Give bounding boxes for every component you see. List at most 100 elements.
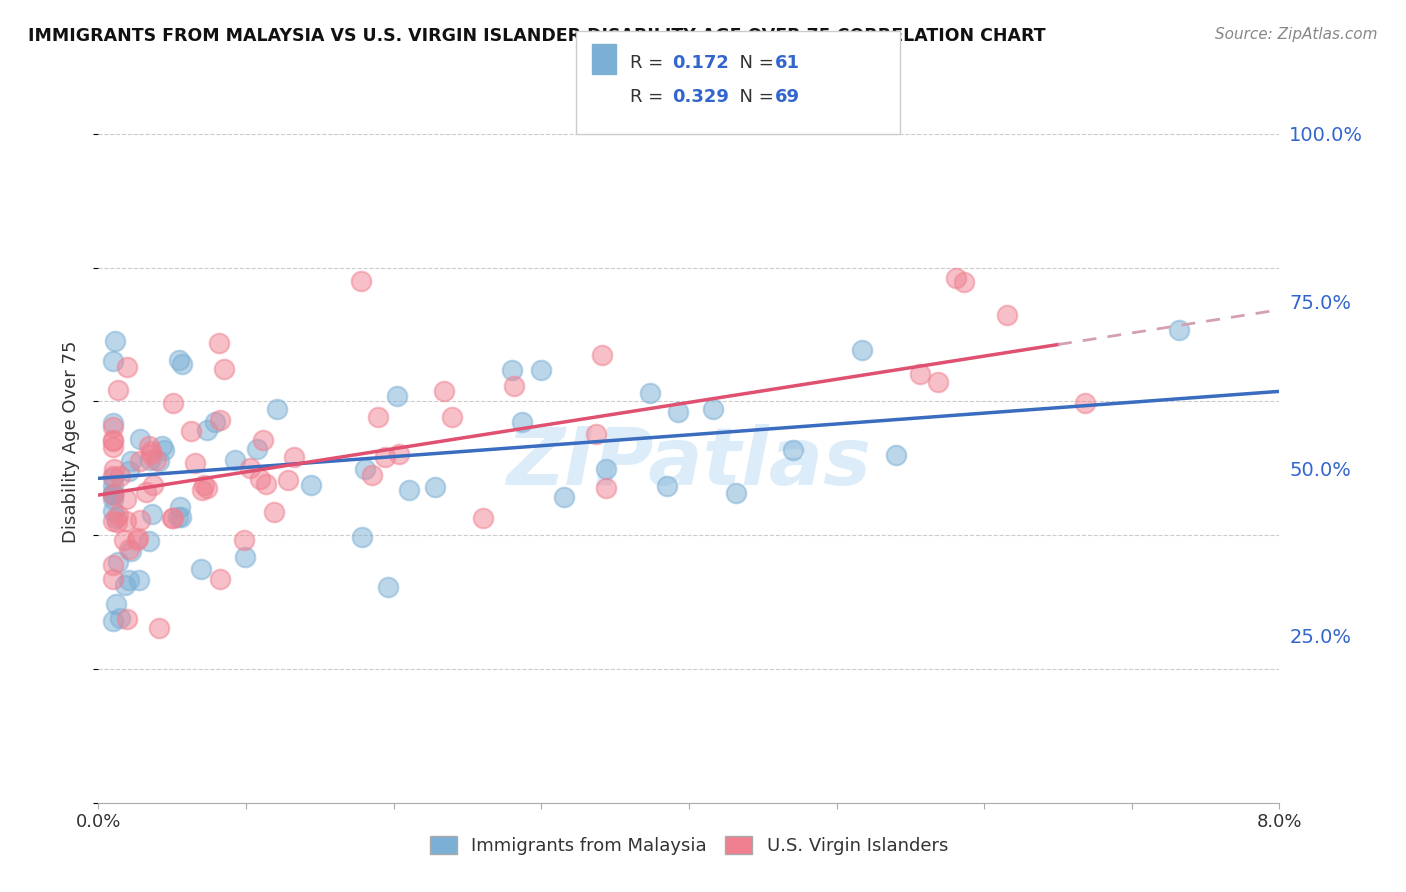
Point xyxy=(1073,396,1095,410)
Text: 0.172: 0.172 xyxy=(672,54,728,72)
Point xyxy=(141,508,163,522)
Point xyxy=(232,533,254,547)
Point xyxy=(115,514,138,528)
Point xyxy=(127,533,149,548)
Y-axis label: Disability Age Over 75: Disability Age Over 75 xyxy=(62,340,80,543)
Point xyxy=(197,423,219,437)
Point xyxy=(204,415,226,429)
Point xyxy=(1167,323,1189,337)
Point xyxy=(180,424,202,438)
Point xyxy=(367,410,389,425)
Point xyxy=(105,515,128,529)
Point xyxy=(433,384,456,399)
Point xyxy=(115,612,138,626)
Point xyxy=(103,416,125,430)
Point xyxy=(377,580,399,594)
Text: R =: R = xyxy=(630,88,669,106)
Text: 0.329: 0.329 xyxy=(672,88,728,106)
Point xyxy=(169,500,191,514)
Point xyxy=(103,434,125,448)
Point xyxy=(277,474,299,488)
Point xyxy=(193,478,215,492)
Point xyxy=(172,357,194,371)
Point xyxy=(208,572,231,586)
Point xyxy=(105,597,128,611)
Point xyxy=(138,439,160,453)
Point xyxy=(103,488,125,502)
Point xyxy=(910,368,932,382)
Point xyxy=(503,378,526,392)
Point xyxy=(103,469,125,483)
Point xyxy=(129,432,152,446)
Point xyxy=(249,472,271,486)
Point xyxy=(782,442,804,457)
Point xyxy=(128,513,150,527)
Point xyxy=(529,363,551,377)
Point xyxy=(153,443,176,458)
Point xyxy=(145,453,167,467)
Point xyxy=(103,487,125,501)
Point xyxy=(595,481,617,495)
Point xyxy=(103,558,125,572)
Point xyxy=(103,440,125,454)
Point xyxy=(103,491,125,506)
Point xyxy=(108,610,131,624)
Point xyxy=(638,385,661,400)
Point xyxy=(128,454,150,468)
Point xyxy=(388,447,411,461)
Point xyxy=(103,479,125,493)
Point xyxy=(299,478,322,492)
Text: 69: 69 xyxy=(775,88,800,106)
Point xyxy=(162,511,184,525)
Point xyxy=(135,484,157,499)
Point xyxy=(169,353,191,368)
Point xyxy=(212,362,235,376)
Point xyxy=(374,450,396,464)
Point xyxy=(283,450,305,464)
Point xyxy=(127,531,149,545)
Point xyxy=(107,508,129,522)
Point xyxy=(103,504,125,518)
Text: IMMIGRANTS FROM MALAYSIA VS U.S. VIRGIN ISLANDER DISABILITY AGE OVER 75 CORRELAT: IMMIGRANTS FROM MALAYSIA VS U.S. VIRGIN … xyxy=(28,27,1046,45)
Point xyxy=(112,533,135,548)
Point xyxy=(595,462,617,476)
Legend: Immigrants from Malaysia, U.S. Virgin Islanders: Immigrants from Malaysia, U.S. Virgin Is… xyxy=(423,829,955,863)
Point xyxy=(148,454,170,468)
Point xyxy=(266,401,288,416)
Point xyxy=(246,442,269,456)
Point xyxy=(170,509,193,524)
Point xyxy=(120,453,142,467)
Point xyxy=(585,427,607,442)
Point xyxy=(103,615,125,629)
Point xyxy=(103,433,125,447)
Point xyxy=(120,543,142,558)
Point xyxy=(190,561,212,575)
Point xyxy=(501,363,523,377)
Point xyxy=(702,401,724,416)
Point xyxy=(104,334,127,348)
Point xyxy=(114,578,136,592)
Point xyxy=(666,405,689,419)
Point xyxy=(263,504,285,518)
Point xyxy=(162,511,184,525)
Point xyxy=(107,555,129,569)
Point xyxy=(184,456,207,470)
Point xyxy=(191,483,214,497)
Text: N =: N = xyxy=(728,88,780,106)
Point xyxy=(118,573,141,587)
Point xyxy=(103,471,125,485)
Point xyxy=(945,271,967,285)
Point xyxy=(103,572,125,586)
Point xyxy=(103,420,125,434)
Text: R =: R = xyxy=(630,54,669,72)
Point xyxy=(724,486,747,500)
Point xyxy=(385,389,408,403)
Point xyxy=(884,448,907,462)
Point xyxy=(553,490,575,504)
Point xyxy=(139,453,162,467)
Point xyxy=(361,467,384,482)
Point xyxy=(142,478,165,492)
Point xyxy=(118,541,141,556)
Point xyxy=(103,487,125,501)
Point xyxy=(591,348,613,362)
